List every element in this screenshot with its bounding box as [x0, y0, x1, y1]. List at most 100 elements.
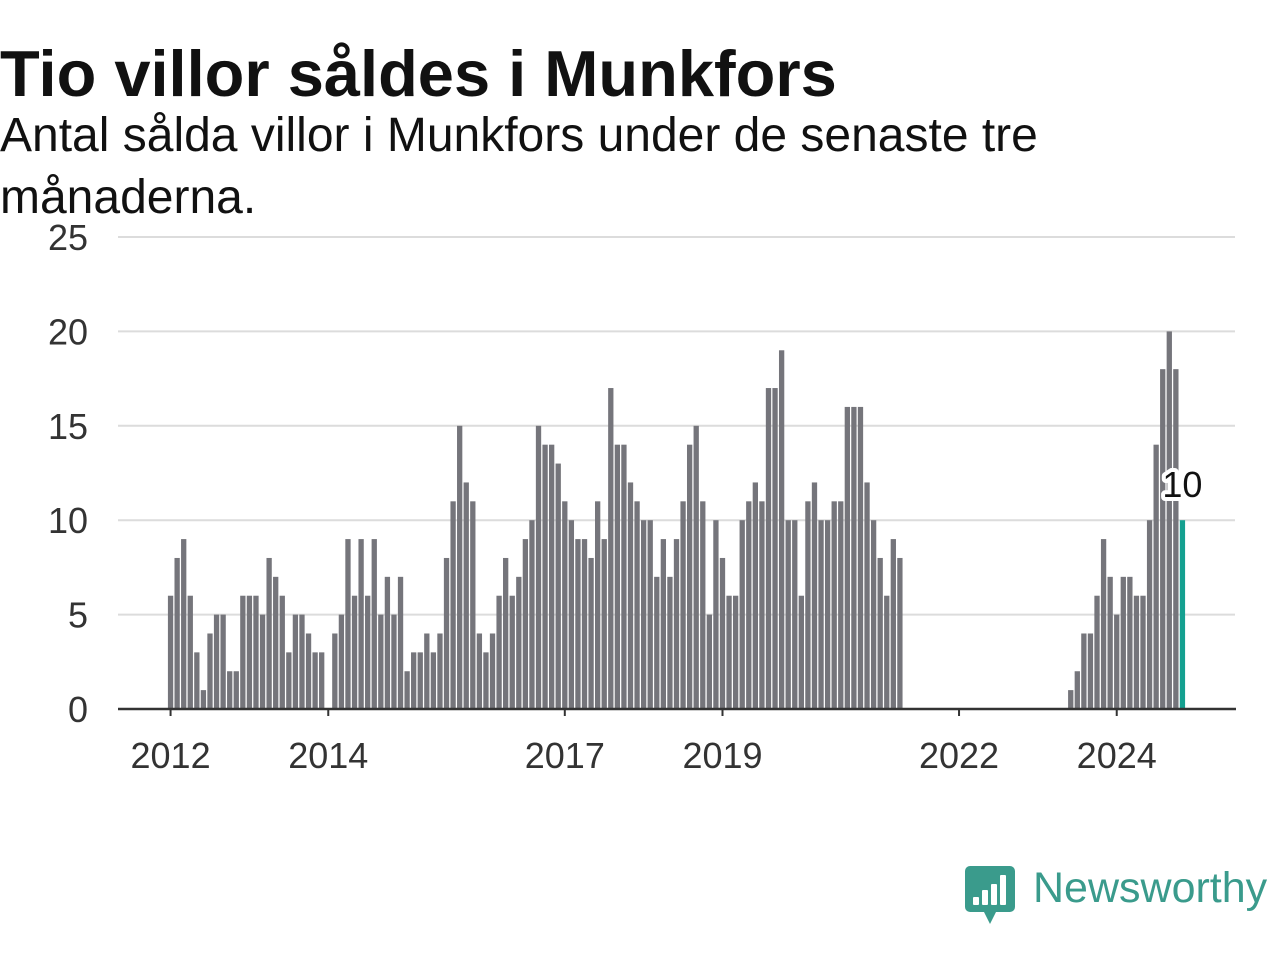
bar-2023-07 [1074, 671, 1080, 709]
bar-2015-04 [424, 633, 430, 709]
bar-2013-06 [279, 595, 285, 709]
y-tick-label-10: 10 [48, 500, 88, 541]
bar-2013-05 [273, 576, 279, 709]
bar-2019-08 [765, 388, 772, 709]
bar-2014-09 [378, 614, 384, 709]
bar-2016-05 [509, 595, 515, 709]
bar-2019-04 [739, 520, 745, 709]
bar-2012-01 [167, 595, 174, 709]
x-tick-label-2014: 2014 [288, 735, 368, 776]
bar-2017-05 [588, 557, 594, 709]
bar-2023-08 [1081, 633, 1087, 709]
bar-2020-08 [844, 406, 850, 709]
bar-2020-05 [824, 520, 831, 709]
bar-2014-02 [332, 633, 338, 709]
bar-2012-11 [233, 671, 239, 709]
logo-bar-4 [1000, 875, 1006, 905]
bar-2024-06 [1146, 520, 1153, 709]
bar-2018-02 [647, 520, 653, 709]
bar-2021-01 [877, 557, 883, 709]
bar-2018-07 [680, 501, 686, 709]
bar-2012-08 [213, 614, 220, 709]
logo-bar-3 [991, 884, 997, 905]
bar-2019-01 [719, 557, 726, 709]
bar-2017-02 [568, 520, 575, 709]
bar-2012-09 [220, 614, 226, 709]
bar-2016-11 [549, 444, 555, 709]
bar-2019-05 [746, 501, 752, 709]
bar-2016-02 [489, 633, 496, 709]
bar-2016-03 [496, 595, 502, 709]
bar-2024-05 [1140, 595, 1146, 709]
bar-2018-05 [667, 576, 673, 709]
bar-2012-05 [194, 652, 200, 709]
bar-2013-10 [305, 633, 312, 709]
bar-2015-11 [470, 501, 476, 709]
bar-2024-03 [1127, 576, 1133, 709]
gridlines [118, 236, 1235, 616]
bar-2013-03 [259, 614, 266, 709]
bar-2023-09 [1087, 633, 1094, 709]
bar-2021-03 [890, 539, 896, 709]
bar-2020-02 [805, 501, 811, 709]
bar-2024-08 [1160, 369, 1166, 709]
bar-2024-10 [1173, 369, 1179, 709]
bar-2023-12 [1107, 576, 1113, 709]
bar-2016-07 [522, 539, 529, 709]
x-tick-label-2012: 2012 [131, 735, 211, 776]
bar-2013-08 [292, 614, 299, 709]
newsworthy-logo-icon [965, 866, 1015, 924]
y-tick-label-15: 15 [48, 406, 88, 447]
bar-2020-12 [870, 520, 877, 709]
bar-2019-11 [785, 520, 791, 709]
bar-2019-12 [792, 520, 798, 709]
bar-2015-08 [450, 501, 456, 709]
y-tick-label-25: 25 [48, 217, 88, 258]
x-axis: 2012 2014 2017 2019 2022 2024 [118, 707, 1236, 776]
bar-2021-04 [897, 557, 903, 709]
bar-2016-04 [503, 557, 509, 709]
bar-2017-08 [608, 388, 614, 709]
highlighted-bar-2024-11 [1179, 520, 1186, 709]
bar-2012-03 [181, 539, 187, 709]
bar-2015-07 [443, 557, 450, 709]
bar-2017-10 [621, 444, 627, 709]
chart-title: Tio villor såldes i Munkfors [0, 37, 837, 110]
bar-2015-01 [404, 671, 410, 709]
bar-2015-10 [463, 482, 469, 709]
logo-bar-1 [973, 897, 979, 905]
bar-2016-01 [483, 652, 489, 709]
bar-2020-06 [831, 501, 837, 709]
bar-2024-04 [1133, 595, 1140, 709]
bar-2020-07 [838, 501, 844, 709]
logo-badge-shape [965, 866, 1015, 924]
logo-bar-2 [982, 890, 988, 905]
bar-2013-01 [246, 595, 253, 709]
bar-2017-01 [562, 501, 568, 709]
bar-2013-11 [312, 652, 318, 709]
bar-2017-09 [614, 444, 621, 709]
bar-2014-05 [351, 595, 358, 709]
bar-2024-09 [1166, 331, 1172, 709]
bar-2018-10 [700, 501, 706, 709]
bar-2018-09 [693, 425, 699, 709]
bar-2013-12 [319, 652, 325, 709]
bar-2015-09 [457, 425, 463, 709]
bar-2014-08 [371, 539, 377, 709]
bar-2019-06 [752, 482, 758, 709]
bar-2016-06 [516, 576, 522, 709]
x-tick-label-2017: 2017 [525, 735, 605, 776]
bar-2014-04 [345, 539, 351, 709]
bar-2020-03 [811, 482, 818, 709]
bar-2016-09 [535, 425, 542, 709]
chart-subtitle: Antal sålda villor i Munkfors under de s… [0, 109, 1038, 224]
y-tick-label-0: 0 [68, 689, 88, 730]
bar-2019-10 [778, 350, 785, 709]
bar-2014-10 [384, 576, 391, 709]
bar-2023-11 [1100, 539, 1107, 709]
bar-2019-02 [726, 595, 732, 709]
bar-2014-07 [365, 595, 371, 709]
bar-2014-11 [391, 614, 397, 709]
bar-2012-07 [207, 633, 213, 709]
bar-2015-03 [417, 652, 423, 709]
